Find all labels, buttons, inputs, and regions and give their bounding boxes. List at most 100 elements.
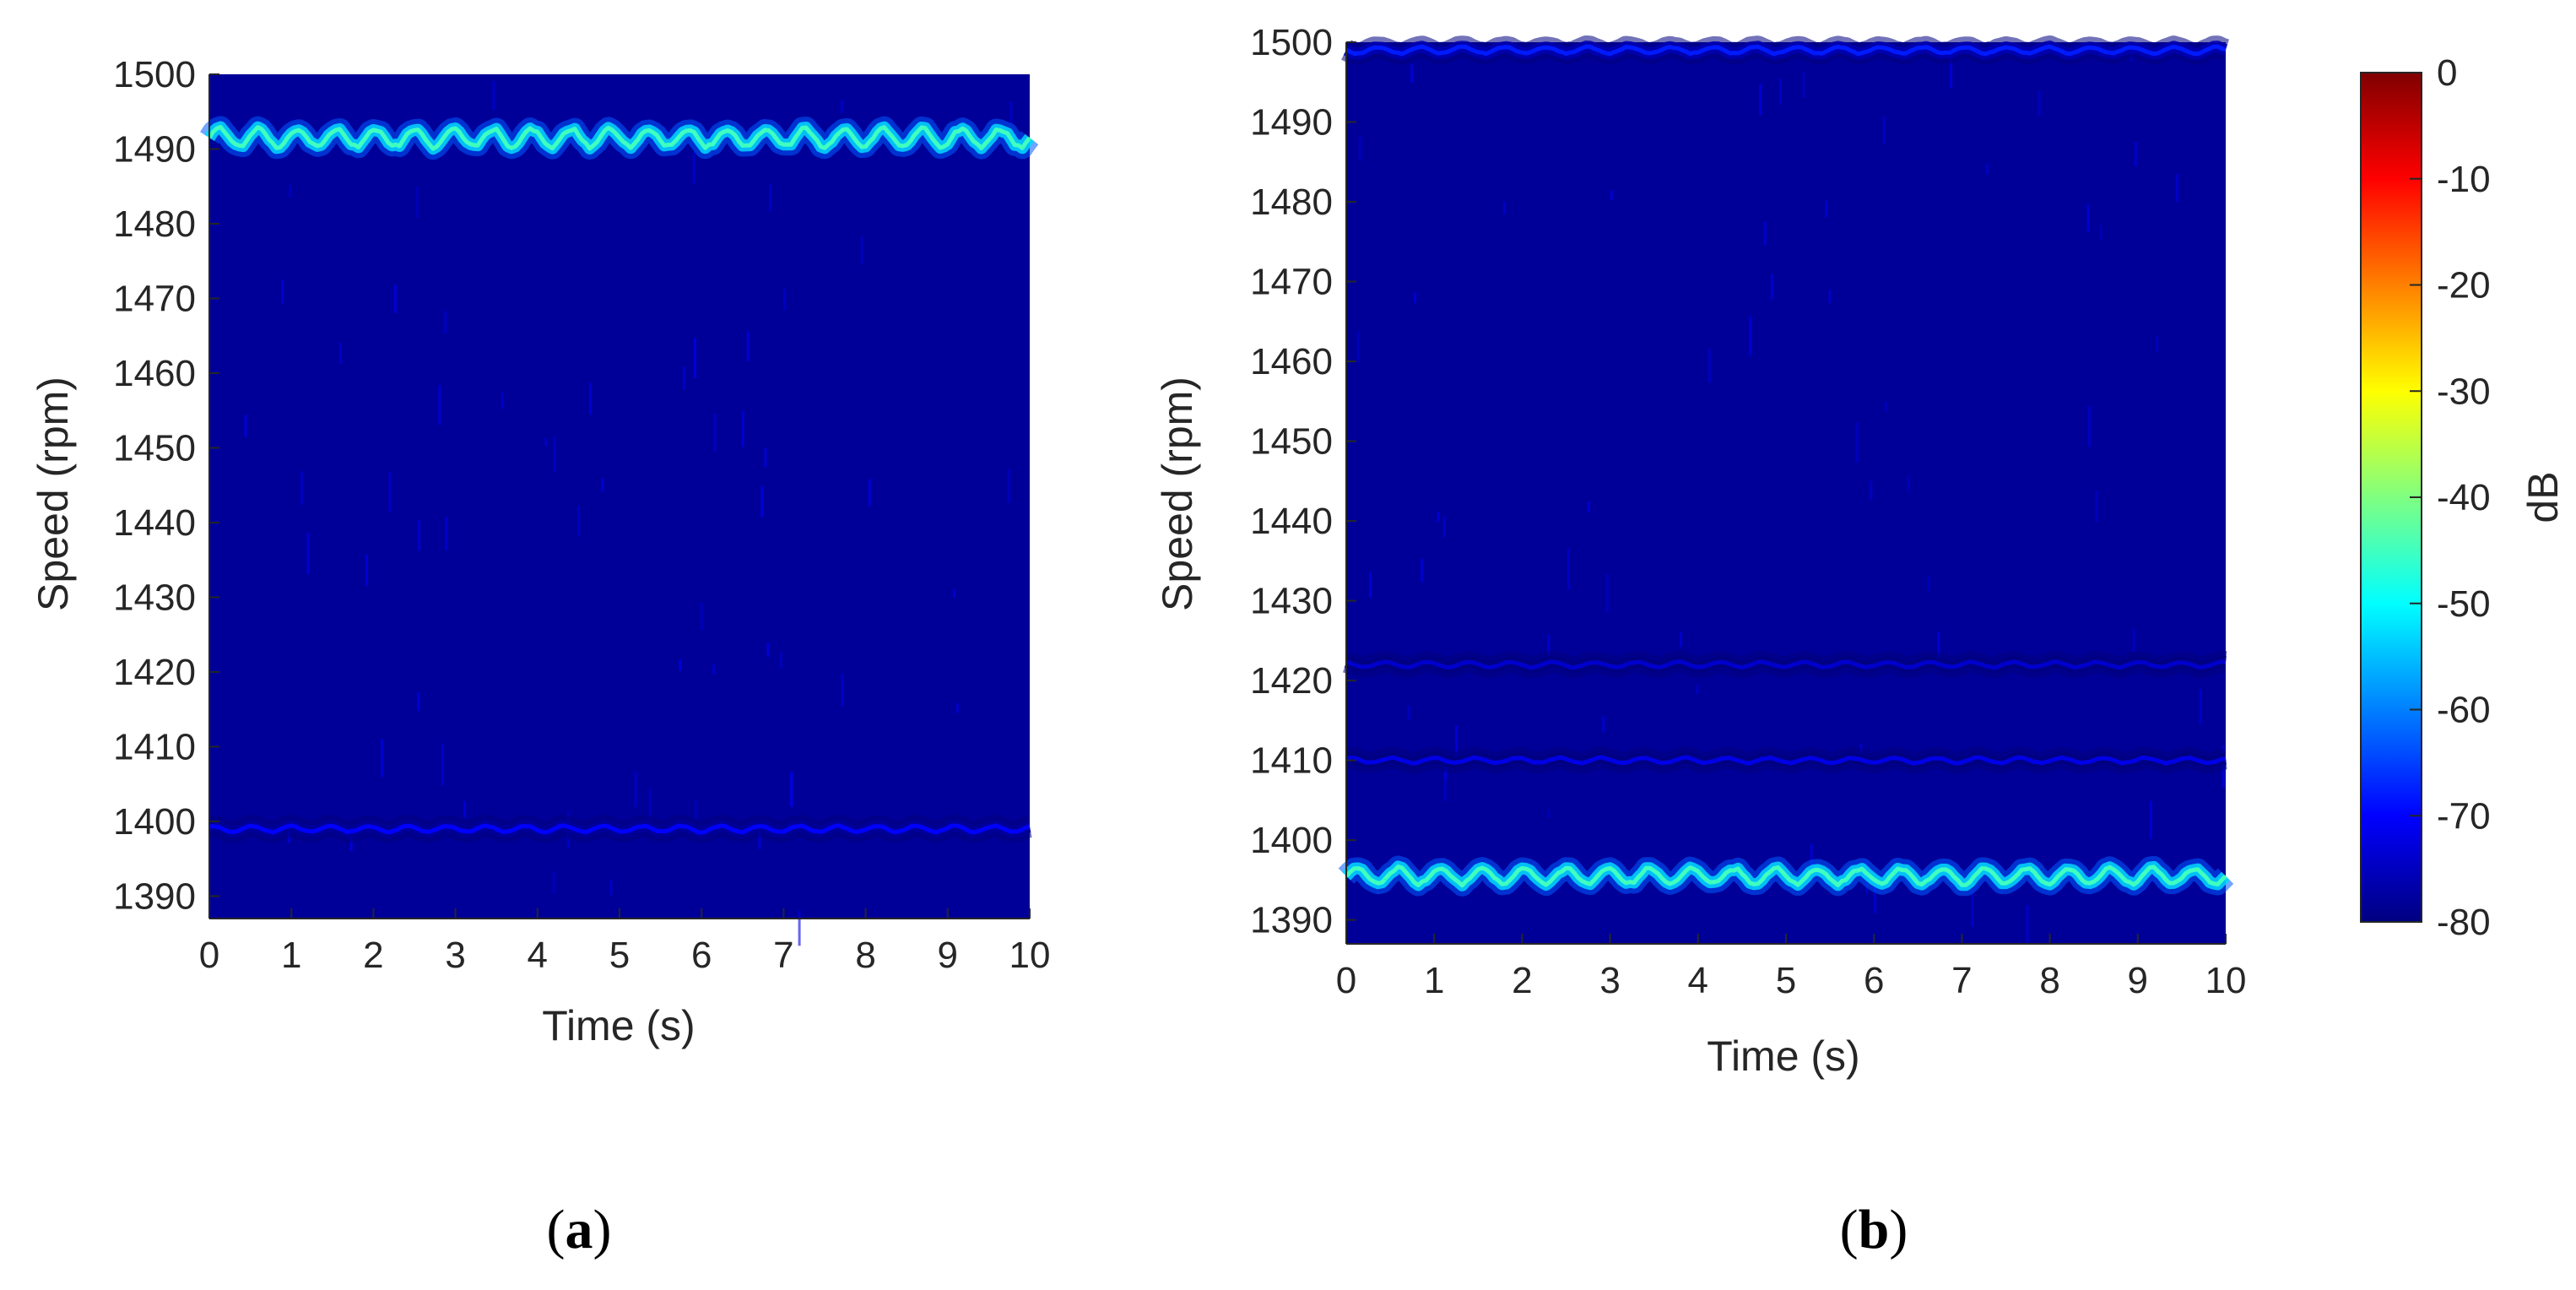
noise-streak: [418, 520, 421, 551]
noise-streak: [682, 366, 685, 390]
noise-streak: [868, 479, 871, 506]
colorbar-tick-label: -50: [2437, 583, 2491, 625]
y-tick-label: 1440: [113, 502, 196, 544]
noise-streak: [1882, 116, 1886, 144]
noise-streak: [746, 331, 750, 362]
caption-b: (b): [1840, 1199, 1908, 1260]
noise-streak: [1770, 274, 1773, 300]
noise-streak: [281, 279, 284, 304]
colorbar-gradient: [2360, 72, 2422, 923]
x-tick-label: 7: [1951, 960, 1972, 1001]
noise-streak: [501, 392, 504, 409]
y-tick-label: 1410: [1250, 740, 1333, 782]
noise-streak: [1567, 548, 1570, 590]
noise-streak: [860, 236, 863, 265]
noise-streak: [779, 651, 782, 669]
noise-streak: [1410, 64, 1414, 84]
spectrogram-chart-a: 1390140014101420143014401450146014701480…: [30, 54, 1050, 1049]
x-tick-label: 6: [691, 935, 712, 976]
noise-streak: [1707, 349, 1711, 383]
colorbar-tick-label: -80: [2437, 902, 2491, 943]
noise-streak: [444, 311, 447, 334]
noise-streak: [463, 800, 467, 818]
x-tick-label: 10: [1009, 935, 1051, 976]
noise-streak: [553, 436, 556, 473]
y-tick-label: 1500: [1250, 22, 1333, 63]
noise-streak: [1679, 631, 1682, 648]
y-tick-label: 1460: [1250, 341, 1333, 382]
noise-streak: [1407, 705, 1410, 720]
ridge-line: [1345, 865, 2227, 888]
x-axis-a: 0 1 2 3 4 5 6 7 8 9 10: [199, 908, 1051, 976]
y-tick-label: 1390: [113, 875, 196, 917]
x-tick-label: 3: [445, 935, 465, 976]
ridge-line: [207, 125, 1031, 151]
x-tick-label: 2: [363, 935, 383, 976]
noise-streak: [2086, 203, 2090, 232]
noise-streak: [393, 285, 397, 313]
noise-streak: [2156, 336, 2159, 352]
y-tick-label: 1480: [1250, 182, 1333, 223]
noise-streak: [381, 739, 384, 778]
noise-streak: [2175, 174, 2178, 202]
colorbar-tick-label: -70: [2437, 795, 2491, 837]
noise-streak: [589, 382, 593, 415]
y-tick-label: 1470: [113, 278, 196, 319]
noise-streak: [552, 871, 555, 895]
noise-streak: [289, 184, 292, 198]
x-tick-label: 9: [938, 935, 958, 976]
noise-streak: [1937, 631, 1940, 666]
noise-streak: [609, 880, 613, 896]
x-tick-label: 2: [1512, 960, 1532, 1001]
y-axis-label-a: Speed (rpm): [30, 377, 77, 611]
noise-streak: [758, 830, 761, 849]
noise-streak: [415, 186, 419, 218]
noise-streak: [1885, 402, 1888, 412]
y-tick-label: 1450: [113, 427, 196, 469]
noise-streak: [766, 642, 770, 657]
noise-streak: [441, 743, 444, 786]
y-tick-label: 1390: [1250, 900, 1333, 941]
colorbar-tick-label: -20: [2437, 265, 2491, 306]
y-tick-label: 1440: [1250, 501, 1333, 542]
noise-streak: [244, 415, 247, 437]
x-tick-label: 8: [2039, 960, 2059, 1001]
noise-streak: [492, 80, 495, 111]
noise-streak: [2095, 491, 2098, 523]
y-tick-label: 1410: [113, 726, 196, 767]
noise-streak: [601, 478, 604, 492]
x-tick-label: 1: [1424, 960, 1444, 1001]
y-tick-label: 1500: [113, 54, 196, 95]
noise-streak: [679, 659, 682, 671]
noise-streak: [1437, 512, 1440, 522]
y-tick-label: 1460: [113, 353, 196, 394]
noise-streak: [798, 910, 801, 946]
noise-streak: [417, 692, 420, 712]
noise-streak: [1763, 222, 1767, 246]
noise-streak: [1547, 809, 1550, 819]
colorbar-tick-label: -30: [2437, 371, 2491, 412]
noise-streak: [2099, 225, 2102, 240]
noise-streak: [1502, 202, 1506, 214]
noise-streak: [648, 789, 652, 821]
noise-streak: [694, 338, 696, 379]
x-tick-label: 10: [2205, 960, 2247, 1001]
noise-streak: [438, 385, 441, 425]
noise-streak: [1778, 78, 1782, 106]
noise-streak: [2199, 689, 2202, 725]
noise-streak: [1413, 292, 1416, 303]
noise-streak: [1547, 635, 1550, 659]
noise-streak: [692, 152, 695, 184]
noise-streak: [769, 184, 772, 213]
noise-streak: [1602, 716, 1605, 733]
noise-streak: [1421, 559, 1424, 583]
noise-streak: [338, 342, 342, 364]
x-axis-b: 0 1 2 3 4 5 6 7 8 9 10: [1336, 934, 2247, 1001]
y-axis-label-b: Speed (rpm): [1154, 377, 1201, 611]
spectrogram-background: [209, 74, 1030, 919]
x-tick-label: 5: [609, 935, 630, 976]
colorbar: 0 -10 -20 -30 -40 -50 -60 -70 -80 dB: [2360, 52, 2567, 943]
noise-streak: [1870, 480, 1873, 501]
ridge-line: [208, 823, 1031, 835]
